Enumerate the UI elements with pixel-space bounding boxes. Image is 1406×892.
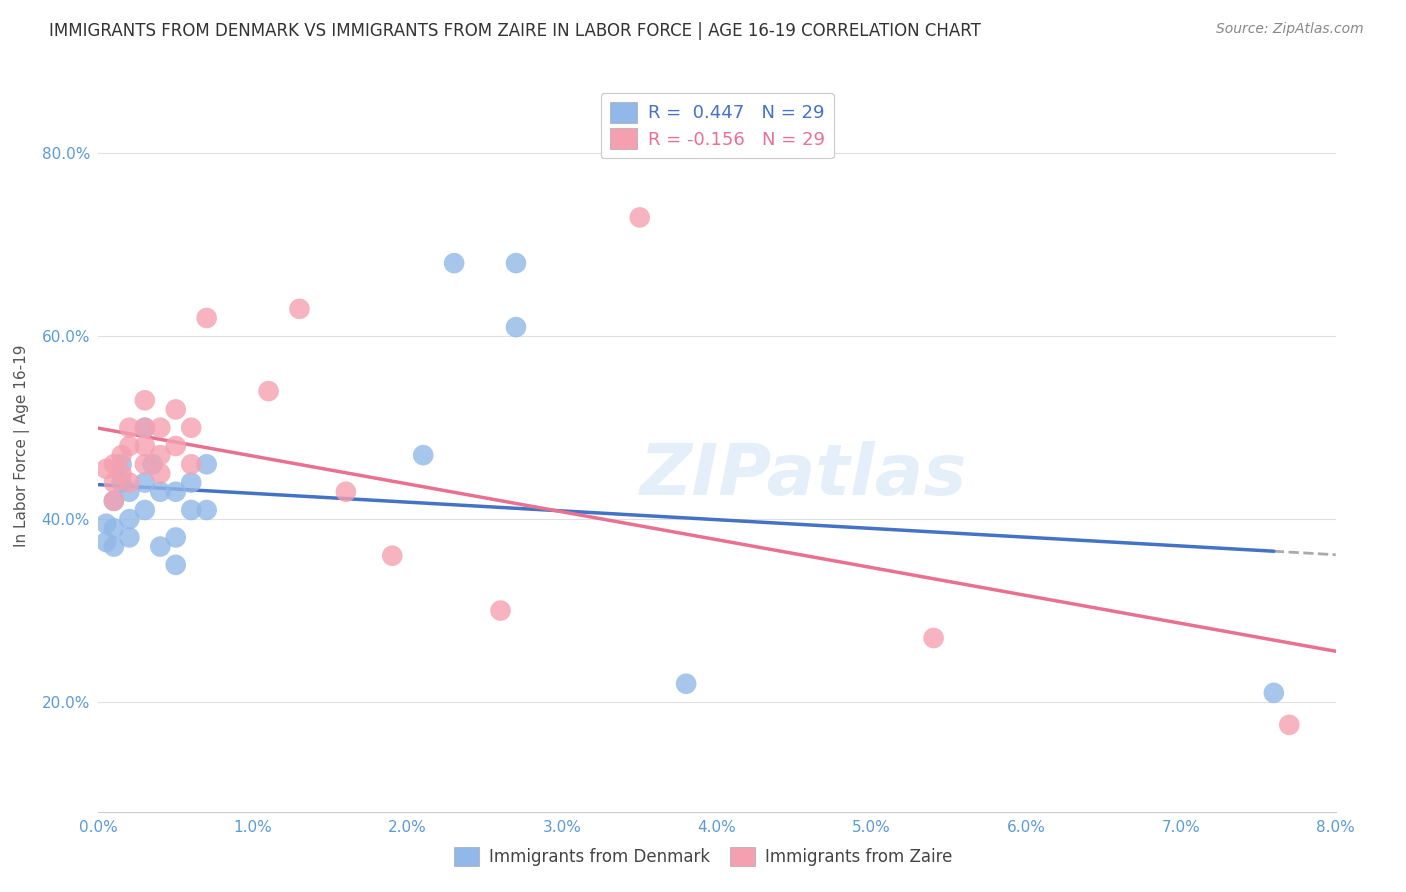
- Point: [118, 530, 141, 544]
- Point: [288, 301, 311, 316]
- Point: [165, 402, 187, 417]
- Point: [628, 211, 651, 225]
- Point: [96, 516, 118, 531]
- Point: [149, 540, 172, 554]
- Text: Source: ZipAtlas.com: Source: ZipAtlas.com: [1216, 22, 1364, 37]
- Point: [149, 448, 172, 462]
- Legend: R =  0.447   N = 29, R = -0.156   N = 29: R = 0.447 N = 29, R = -0.156 N = 29: [600, 93, 834, 158]
- Legend: Immigrants from Denmark, Immigrants from Zaire: Immigrants from Denmark, Immigrants from…: [446, 838, 960, 875]
- Text: IMMIGRANTS FROM DENMARK VS IMMIGRANTS FROM ZAIRE IN LABOR FORCE | AGE 16-19 CORR: IMMIGRANTS FROM DENMARK VS IMMIGRANTS FR…: [49, 22, 981, 40]
- Point: [141, 457, 165, 471]
- Point: [103, 475, 125, 490]
- Point: [1278, 718, 1301, 732]
- Point: [134, 475, 156, 490]
- Point: [96, 535, 118, 549]
- Point: [103, 494, 125, 508]
- Point: [489, 603, 512, 617]
- Point: [103, 540, 125, 554]
- Point: [381, 549, 404, 563]
- Point: [134, 457, 156, 471]
- Point: [111, 475, 132, 490]
- Point: [111, 448, 132, 462]
- Point: [922, 631, 945, 645]
- Point: [180, 503, 202, 517]
- Point: [118, 439, 141, 453]
- Point: [96, 462, 118, 476]
- Point: [195, 311, 218, 326]
- Point: [165, 439, 187, 453]
- Point: [134, 421, 156, 435]
- Point: [443, 256, 465, 270]
- Point: [1263, 686, 1285, 700]
- Point: [118, 421, 141, 435]
- Point: [103, 521, 125, 535]
- Point: [118, 484, 141, 499]
- Point: [505, 256, 527, 270]
- Point: [180, 457, 202, 471]
- Point: [257, 384, 280, 398]
- Point: [335, 484, 357, 499]
- Point: [149, 467, 172, 481]
- Point: [412, 448, 434, 462]
- Point: [180, 421, 202, 435]
- Point: [103, 494, 125, 508]
- Point: [165, 530, 187, 544]
- Point: [134, 503, 156, 517]
- Point: [195, 457, 218, 471]
- Point: [103, 457, 125, 471]
- Point: [505, 320, 527, 334]
- Point: [149, 421, 172, 435]
- Point: [134, 439, 156, 453]
- Point: [180, 475, 202, 490]
- Point: [134, 393, 156, 408]
- Point: [165, 558, 187, 572]
- Point: [111, 467, 132, 481]
- Point: [118, 475, 141, 490]
- Point: [134, 421, 156, 435]
- Text: ZIPatlas: ZIPatlas: [640, 441, 967, 509]
- Point: [111, 457, 132, 471]
- Point: [118, 512, 141, 526]
- Y-axis label: In Labor Force | Age 16-19: In Labor Force | Age 16-19: [14, 344, 31, 548]
- Point: [195, 503, 218, 517]
- Point: [149, 484, 172, 499]
- Point: [165, 484, 187, 499]
- Point: [675, 676, 697, 690]
